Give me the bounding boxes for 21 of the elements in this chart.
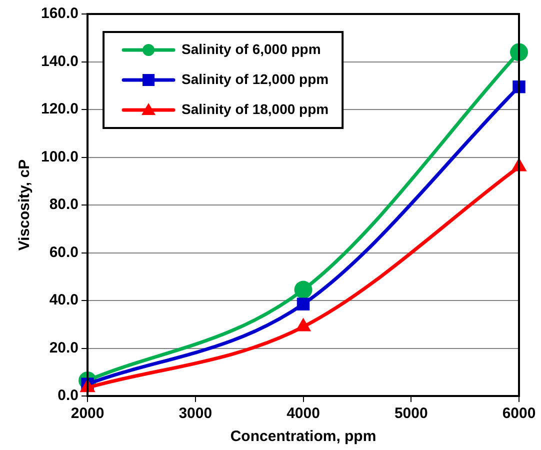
- y-tick-label: 0.0: [58, 387, 79, 404]
- y-tick-label: 60.0: [49, 244, 79, 261]
- y-tick-label: 100.0: [40, 148, 79, 166]
- x-tick-label: 4000: [286, 405, 320, 422]
- legend-label: Salinity of 18,000 ppm: [182, 100, 329, 117]
- legend-label: Salinity of 12,000 ppm: [182, 70, 329, 87]
- x-tick-label: 6000: [502, 405, 536, 422]
- point: [294, 280, 312, 299]
- x-tick-label: 3000: [178, 405, 212, 422]
- x-tick-label: 2000: [70, 405, 104, 422]
- y-tick-label: 140.0: [40, 52, 79, 70]
- y-tick-label: 40.0: [49, 292, 79, 309]
- y-tick-label: 20.0: [49, 339, 79, 356]
- y-axis-title: Viscosity, cP: [16, 159, 34, 251]
- y-tick-label: 80.0: [49, 196, 79, 214]
- legend-label: Salinity of 6,000 ppm: [182, 40, 321, 57]
- x-tick-label: 5000: [394, 405, 428, 422]
- x-axis-title: Concentratiom, ppm: [230, 428, 376, 446]
- y-tick-label: 160.0: [40, 5, 79, 22]
- point: [296, 298, 310, 310]
- y-tick-label: 120.0: [40, 100, 79, 118]
